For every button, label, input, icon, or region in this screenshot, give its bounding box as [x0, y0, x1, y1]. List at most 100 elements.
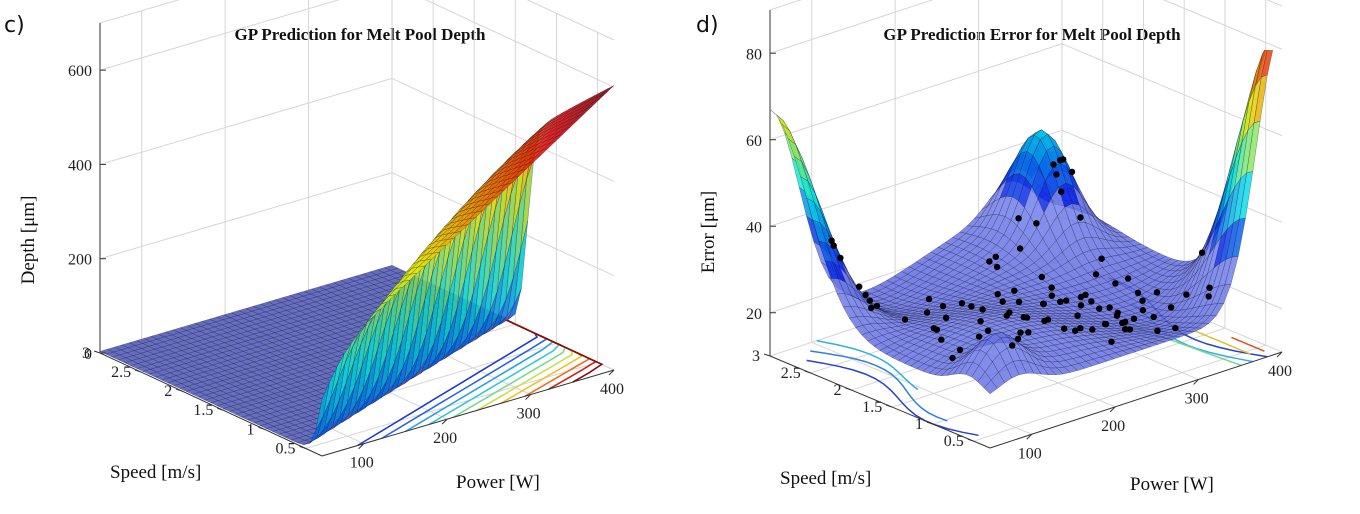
panel-d-axes: 100 200 300 400 0.5 1 1.5 2 2.5 3 20 40 60 80 [746, 10, 1292, 462]
x-tick [1193, 379, 1199, 385]
data-point [901, 316, 909, 323]
x-tick [1026, 433, 1033, 440]
data-point [1061, 325, 1068, 332]
data-point [1077, 214, 1084, 221]
zgrid-line [769, 43, 1283, 141]
data-point [1077, 325, 1084, 332]
x-tick-label: 400 [1268, 363, 1292, 380]
data-point [1038, 273, 1046, 281]
panel-c-xlabel: Power [W] [456, 472, 540, 493]
top-grid-edge [769, 0, 1283, 11]
y-tick [804, 370, 811, 374]
data-point [830, 242, 837, 249]
data-point [1050, 161, 1057, 168]
x-tick-label: 400 [600, 381, 624, 398]
data-point [984, 327, 992, 334]
data-point [1072, 327, 1079, 334]
data-point [1198, 249, 1206, 256]
data-point [1126, 326, 1134, 333]
data-point [1112, 280, 1119, 287]
data-point [1089, 326, 1096, 333]
panel-d-title: GP Prediction Error for Melt Pool Depth [883, 25, 1181, 44]
data-point [1041, 317, 1048, 325]
data-point [868, 304, 875, 312]
data-point [1183, 291, 1190, 298]
data-point [1015, 215, 1022, 222]
y-tick [886, 404, 893, 408]
y-tick [967, 438, 974, 442]
ygrid-line [932, 0, 1226, 425]
data-point [979, 306, 986, 313]
y-tick-label: 1 [246, 421, 254, 438]
data-point [1015, 298, 1023, 306]
data-point [1098, 255, 1105, 262]
data-point [1048, 292, 1056, 299]
data-point [1134, 289, 1142, 296]
zgrid-line [99, 172, 615, 277]
zgrid-line [99, 0, 615, 88]
panel-c-base-contours [357, 312, 604, 447]
y-tick-label: 2 [833, 382, 841, 399]
data-point [938, 336, 945, 343]
y-tick [258, 426, 265, 430]
data-point [1092, 271, 1100, 278]
y-tick [93, 350, 101, 354]
data-point [1130, 315, 1138, 322]
data-point [1040, 300, 1048, 308]
data-point [1014, 335, 1022, 343]
y-tick [134, 369, 142, 373]
x-tick [358, 443, 365, 450]
zgrid-line [99, 77, 615, 182]
y-tick-label: 3 [82, 345, 90, 362]
y-tick-label: 1.5 [193, 402, 213, 419]
data-point [992, 253, 999, 260]
data-point [1154, 327, 1161, 334]
data-point [873, 302, 881, 310]
data-point [1058, 188, 1065, 195]
panel-d-zlabel: Error [μm] [698, 191, 719, 273]
panel-d-scatter-points [828, 156, 1213, 362]
data-point [999, 298, 1006, 305]
panel-c-surface [99, 85, 615, 445]
surface-patch [1269, 28, 1282, 44]
data-point [1009, 342, 1016, 349]
data-point [993, 263, 1001, 271]
power-axis-line [989, 351, 1283, 449]
data-point [939, 303, 947, 310]
data-point [1205, 293, 1212, 300]
x-tick-label: 100 [1018, 445, 1042, 462]
power-axis-line [321, 369, 615, 457]
x-tick [525, 394, 531, 400]
data-point [933, 326, 941, 333]
data-point [1119, 319, 1126, 327]
y-tick-label: 0.5 [276, 440, 296, 457]
data-point [1153, 289, 1161, 296]
data-point [1077, 302, 1085, 309]
data-point [942, 314, 950, 321]
panel-d-surface [769, 28, 1282, 395]
contour-line [1195, 330, 1251, 355]
data-point [949, 354, 956, 362]
data-point [1053, 171, 1060, 178]
contour-line [1231, 336, 1265, 352]
data-point [925, 295, 933, 303]
panel-d-ylabel: Speed [m/s] [780, 468, 871, 489]
data-point [1114, 309, 1121, 316]
x-tick-label: 200 [433, 430, 457, 447]
z-tick-label: 60 [746, 133, 762, 150]
z-tick-label: 20 [746, 306, 762, 323]
data-point [1108, 338, 1115, 345]
contour-line [491, 312, 604, 383]
data-point [977, 318, 984, 325]
data-point [1003, 312, 1010, 319]
data-point [1139, 297, 1146, 304]
data-point [1048, 284, 1055, 291]
y-tick [763, 353, 771, 357]
panel-c-depth-surface: c) GP Prediction for Melt Pool Depth 100… [4, 0, 624, 493]
data-point [1068, 168, 1076, 176]
x-tick-label: 300 [517, 406, 541, 423]
data-point [1017, 329, 1024, 336]
y-tick [217, 407, 224, 411]
data-point [1063, 297, 1070, 304]
data-point [1060, 156, 1067, 163]
